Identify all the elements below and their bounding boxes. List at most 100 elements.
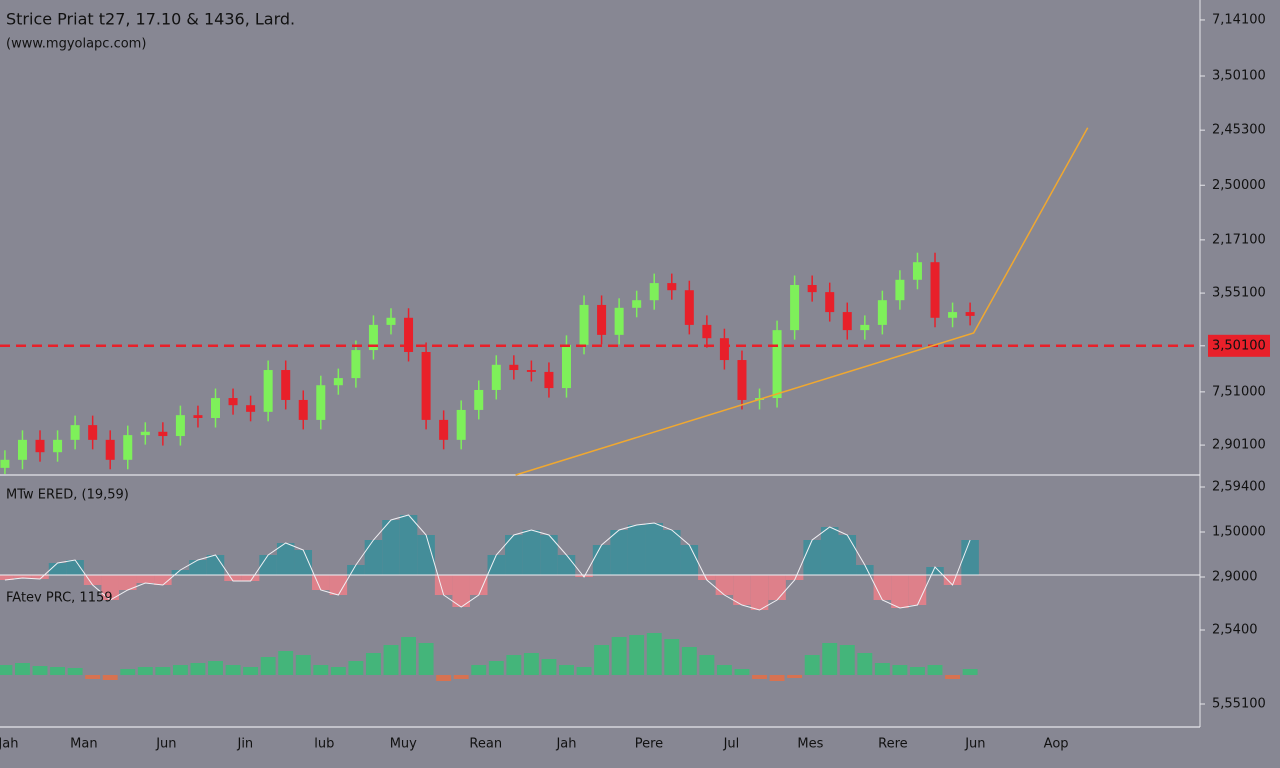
histogram-bar bbox=[594, 645, 610, 675]
histogram-bar bbox=[768, 575, 786, 600]
candle-body bbox=[737, 360, 747, 400]
candle-body bbox=[53, 439, 63, 453]
histogram-bar bbox=[155, 667, 171, 675]
histogram-bar bbox=[85, 675, 101, 679]
candle-body bbox=[702, 324, 712, 339]
y-tick-label: 2,17100 bbox=[1212, 232, 1266, 247]
histogram-bar bbox=[401, 637, 416, 675]
histogram-bar bbox=[715, 575, 734, 595]
histogram-bar bbox=[752, 675, 767, 679]
histogram-bar bbox=[734, 669, 750, 675]
candle-body bbox=[579, 304, 589, 345]
candle-body bbox=[88, 425, 98, 440]
y-tick-label: 2,5400 bbox=[1212, 623, 1258, 638]
histogram-bar bbox=[873, 575, 892, 600]
candle-body bbox=[509, 364, 519, 371]
histogram-bar bbox=[243, 667, 259, 675]
candle-body bbox=[281, 370, 291, 400]
histogram-bar bbox=[680, 545, 699, 575]
candle-body bbox=[614, 307, 624, 335]
candle-body bbox=[684, 290, 694, 325]
candle-body bbox=[825, 292, 835, 313]
histogram-bar bbox=[190, 663, 206, 675]
x-tick-label: Aop bbox=[1044, 737, 1069, 752]
x-tick-label: Jul bbox=[723, 737, 740, 752]
histogram-bar bbox=[927, 665, 943, 675]
candle-body bbox=[105, 439, 115, 460]
histogram-bar bbox=[750, 575, 769, 610]
histogram-bar bbox=[418, 643, 434, 675]
histogram-bar bbox=[945, 675, 961, 679]
candle-body bbox=[772, 330, 782, 399]
candle-body bbox=[17, 439, 27, 460]
histogram-bar bbox=[926, 567, 944, 575]
candle-body bbox=[439, 419, 449, 440]
histogram-bar bbox=[225, 665, 241, 675]
candle-body bbox=[526, 370, 536, 372]
histogram-bar bbox=[137, 667, 153, 675]
candle-body bbox=[158, 431, 168, 437]
histogram-bar bbox=[822, 643, 838, 675]
y-tick-label: 3,50100 bbox=[1212, 338, 1266, 353]
histogram-bar bbox=[523, 653, 539, 675]
histogram-bar bbox=[540, 535, 558, 575]
histogram-bar bbox=[278, 651, 294, 675]
histogram-bar bbox=[557, 555, 576, 575]
histogram-bar bbox=[189, 560, 207, 575]
histogram-bar bbox=[417, 535, 435, 575]
x-tick-label: Mes bbox=[797, 737, 823, 752]
histogram-bar bbox=[910, 667, 925, 675]
candle-body bbox=[842, 312, 852, 331]
candle-body bbox=[807, 285, 817, 293]
histogram-bar bbox=[241, 575, 260, 581]
candle-body bbox=[263, 370, 273, 412]
candle-body bbox=[228, 398, 238, 406]
histogram-bar bbox=[839, 645, 855, 675]
histogram-bar bbox=[329, 575, 348, 595]
histogram-bar bbox=[856, 565, 874, 575]
histogram-bar bbox=[646, 633, 662, 675]
candle-body bbox=[70, 425, 80, 440]
x-tick-label: Rere bbox=[878, 737, 908, 752]
histogram-bar bbox=[733, 575, 751, 605]
candle-body bbox=[877, 300, 887, 325]
candle-body bbox=[193, 415, 203, 418]
histogram-bar bbox=[259, 555, 277, 575]
y-tick-label: 2,90100 bbox=[1212, 438, 1266, 453]
candle-body bbox=[860, 324, 870, 331]
histogram-bar bbox=[838, 535, 857, 575]
x-tick-label: Muy bbox=[390, 737, 417, 752]
histogram-bar bbox=[208, 661, 223, 675]
x-tick-label: lub bbox=[314, 737, 334, 752]
candle-body bbox=[597, 304, 607, 335]
histogram-bar bbox=[102, 675, 118, 680]
price-level-tag bbox=[1208, 334, 1270, 357]
histogram-bar bbox=[434, 575, 453, 595]
histogram-bar bbox=[364, 540, 383, 575]
histogram-bar bbox=[629, 635, 645, 675]
histogram-bar bbox=[699, 655, 715, 675]
histogram-bar bbox=[13, 575, 32, 578]
histogram-bar bbox=[469, 575, 488, 595]
histogram-bar bbox=[15, 663, 30, 675]
x-tick-label: Jah bbox=[0, 737, 18, 752]
candle-body bbox=[965, 312, 975, 316]
histogram-bar bbox=[365, 653, 381, 675]
y-tick-label: 7,51000 bbox=[1212, 384, 1266, 399]
histogram-bar bbox=[136, 575, 155, 583]
y-tick-label: 1,50000 bbox=[1212, 525, 1266, 540]
candle-body bbox=[948, 312, 958, 318]
trend-line bbox=[515, 127, 1089, 476]
histogram-bar bbox=[330, 667, 346, 675]
histogram-bar bbox=[645, 523, 664, 575]
histogram-bar bbox=[803, 540, 821, 575]
candle-body bbox=[35, 439, 45, 453]
histogram-bar bbox=[206, 555, 225, 575]
histogram-bar bbox=[436, 675, 452, 681]
histogram-bar bbox=[348, 661, 364, 675]
histogram-bar bbox=[31, 575, 49, 579]
y-tick-label: 2,50000 bbox=[1212, 178, 1266, 193]
candle-body bbox=[474, 389, 484, 410]
histogram-bar bbox=[399, 515, 418, 575]
